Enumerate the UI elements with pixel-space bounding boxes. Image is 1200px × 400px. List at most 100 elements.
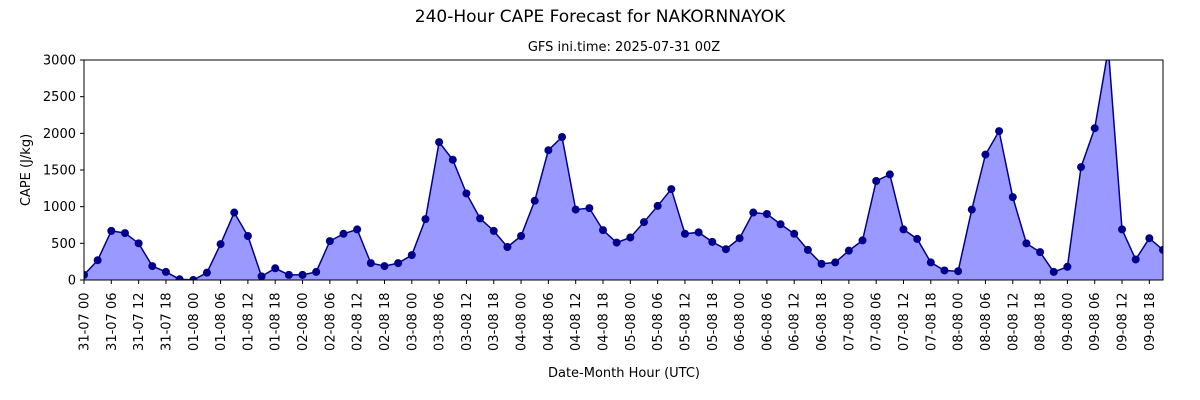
x-tick-label: 09-08 12 <box>1116 293 1131 351</box>
point <box>585 204 594 213</box>
y-tick-label: 500 <box>51 237 76 252</box>
x-axis-label: Date-Month Hour (UTC) <box>548 366 700 381</box>
x-tick-label: 08-08 12 <box>1006 293 1021 351</box>
x-tick-label: 07-08 18 <box>924 293 939 351</box>
point <box>694 228 703 237</box>
x-tick-label: 02-08 06 <box>323 293 338 351</box>
point <box>803 245 812 254</box>
x-tick-label: 07-08 06 <box>870 293 885 351</box>
point <box>407 251 416 260</box>
point <box>940 266 949 275</box>
x-tick-label: 03-08 00 <box>405 293 420 351</box>
point <box>981 150 990 159</box>
point <box>517 232 526 240</box>
point <box>817 259 826 268</box>
point <box>462 189 471 198</box>
point <box>380 262 389 271</box>
point <box>1159 245 1163 254</box>
y-tick-label: 3000 <box>43 54 76 69</box>
point <box>353 225 362 234</box>
x-tick-label: 08-08 18 <box>1034 293 1049 351</box>
point <box>394 259 403 268</box>
point <box>120 229 129 238</box>
x-tick-label: 03-08 06 <box>433 293 448 351</box>
point <box>216 240 225 249</box>
point <box>339 229 348 238</box>
point <box>366 259 375 268</box>
point <box>489 226 498 235</box>
point <box>1063 262 1072 271</box>
point <box>708 237 717 246</box>
x-tick-label: 04-08 06 <box>542 293 557 351</box>
x-tick-label: 03-08 18 <box>487 293 502 351</box>
x-tick-label: 09-08 06 <box>1088 293 1103 351</box>
x-tick-label: 31-07 12 <box>132 293 147 351</box>
point <box>1008 193 1017 202</box>
x-tick-label: 31-07 18 <box>159 293 174 351</box>
x-tick-label: 07-08 00 <box>842 293 857 351</box>
point <box>885 170 894 179</box>
point <box>667 185 676 194</box>
point <box>899 225 908 234</box>
x-tick-label: 09-08 18 <box>1143 293 1158 351</box>
chart-subtitle: GFS ini.time: 2025-07-31 00Z <box>528 40 720 55</box>
x-tick-label: 04-08 12 <box>569 293 584 351</box>
point <box>503 243 512 251</box>
x-tick-label: 05-08 00 <box>624 293 639 351</box>
x-tick-label: 31-07 06 <box>105 293 120 351</box>
point <box>831 258 840 267</box>
point <box>1104 45 1112 53</box>
point <box>435 138 444 147</box>
point <box>421 215 430 224</box>
point <box>844 246 853 255</box>
point <box>312 267 321 276</box>
point <box>93 256 102 265</box>
x-tick-label: 06-08 18 <box>815 293 830 351</box>
point <box>995 127 1004 136</box>
point <box>926 258 935 267</box>
y-tick-label: 1500 <box>43 164 76 179</box>
point <box>776 220 785 229</box>
point <box>1118 225 1127 234</box>
x-tick-label: 07-08 12 <box>897 293 912 351</box>
x-tick-label: 05-08 12 <box>678 293 693 351</box>
x-tick-label: 01-08 00 <box>187 293 202 351</box>
y-tick-label: 2000 <box>43 127 76 142</box>
point <box>257 272 266 280</box>
x-tick-label: 06-08 12 <box>788 293 803 351</box>
point <box>749 208 758 217</box>
x-tick-label: 01-08 12 <box>241 293 256 351</box>
point <box>721 245 730 254</box>
x-tick-label: 02-08 18 <box>378 293 393 351</box>
point <box>872 177 881 185</box>
point <box>448 155 457 164</box>
point <box>1131 255 1140 264</box>
x-tick-label: 03-08 12 <box>460 293 475 351</box>
point <box>161 267 170 276</box>
point <box>1036 248 1045 257</box>
point <box>298 270 307 279</box>
chart-title: 240-Hour CAPE Forecast for NAKORNNAYOK <box>415 7 786 27</box>
point <box>653 201 662 210</box>
x-tick-label: 06-08 00 <box>733 293 748 351</box>
plot-frame <box>83 59 1164 281</box>
x-tick-label: 04-08 00 <box>515 293 530 351</box>
x-tick-label: 01-08 18 <box>269 293 284 351</box>
point <box>202 268 211 277</box>
x-tick-label: 04-08 18 <box>597 293 612 351</box>
x-tick-label: 08-08 00 <box>952 293 967 351</box>
point <box>107 226 116 235</box>
point <box>571 205 580 214</box>
point <box>544 146 553 155</box>
x-tick-label: 02-08 12 <box>351 293 366 351</box>
point <box>858 236 867 245</box>
point <box>134 239 143 248</box>
point <box>913 234 922 243</box>
point <box>243 232 252 240</box>
plot-area <box>84 45 1163 280</box>
point <box>230 208 239 217</box>
point <box>476 214 485 223</box>
point <box>790 229 799 238</box>
x-tick-label: 02-08 00 <box>296 293 311 351</box>
